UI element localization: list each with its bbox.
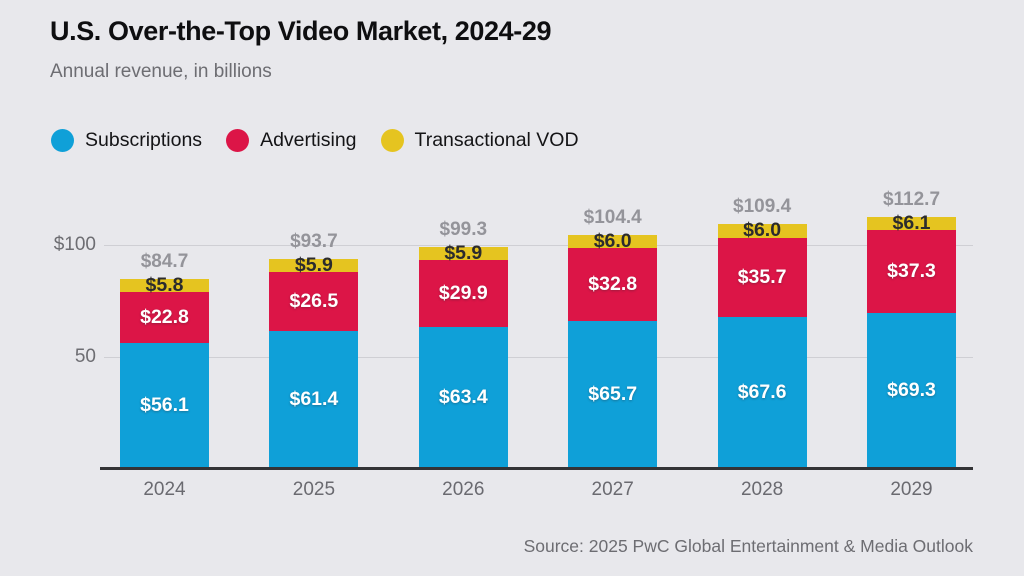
page-title: U.S. Over-the-Top Video Market, 2024-29 xyxy=(50,16,552,46)
bar-total-label-2028: $109.4 xyxy=(733,196,792,218)
segment-value-label: $35.7 xyxy=(737,265,787,288)
bar-segment-advertising-2028: $35.7 xyxy=(717,237,807,318)
x-tick-label-2029: 2029 xyxy=(890,479,933,500)
bar-segment-transactional-vod-2029: $6.1 xyxy=(867,211,956,234)
legend-item-label: Transactional VOD xyxy=(414,129,579,151)
x-tick-label-2027: 2027 xyxy=(591,479,634,500)
segment-value-label: $5.8 xyxy=(145,273,184,296)
segment-value-label: $22.8 xyxy=(140,305,189,328)
legend: Subscriptions Advertising Transactional VO… xyxy=(51,129,579,152)
x-tick-label-2026: 2026 xyxy=(442,479,485,500)
bar-segment-transactional-vod-2028: $6.0 xyxy=(717,221,807,240)
bar-segment-advertising-2024: $22.8 xyxy=(120,292,209,343)
segment-value-label: $6.0 xyxy=(743,219,782,242)
bar-segment-advertising-2029: $37.3 xyxy=(867,230,956,314)
bar-segment-subscriptions-2028: $67.6 xyxy=(717,317,807,468)
legend-dot-icon xyxy=(380,129,404,152)
legend-dot-icon xyxy=(51,129,74,152)
segment-value-label: $63.4 xyxy=(438,385,488,408)
segment-value-label: $61.4 xyxy=(289,387,339,410)
bar-total-label-2027: $104.4 xyxy=(583,206,642,228)
gridline-50 xyxy=(104,356,973,358)
segment-value-label: $5.9 xyxy=(294,253,333,276)
x-tick-label-2028: 2028 xyxy=(740,479,784,500)
segment-value-label: $69.3 xyxy=(887,378,936,401)
bar-segment-transactional-vod-2027: $6.0 xyxy=(568,231,658,250)
segment-value-label: $56.1 xyxy=(140,393,189,416)
segment-value-label: $26.5 xyxy=(289,289,339,312)
bar-segment-advertising-2027: $32.8 xyxy=(568,248,658,322)
x-tick-label-2025: 2025 xyxy=(292,479,336,500)
bar-segment-advertising-2025: $26.5 xyxy=(269,271,359,332)
y-tick-label-50: 50 xyxy=(74,345,96,367)
bar-total-label-2024: $84.7 xyxy=(140,251,189,273)
bar-segment-advertising-2026: $29.9 xyxy=(418,259,508,327)
bar-total-label-2025: $93.7 xyxy=(290,230,338,252)
x-tick-label-2024: 2024 xyxy=(143,479,186,500)
bar-segment-subscriptions-2026: $63.4 xyxy=(418,326,508,468)
bar-total-label-2026: $99.3 xyxy=(439,218,488,240)
bar-segment-transactional-vod-2024: $5.8 xyxy=(120,275,209,294)
segment-value-label: $32.8 xyxy=(588,273,638,296)
bar-segment-subscriptions-2024: $56.1 xyxy=(120,342,209,468)
bar-segment-subscriptions-2025: $61.4 xyxy=(269,331,359,468)
page-subtitle: Annual revenue, in billions xyxy=(50,61,272,82)
segment-value-label: $67.6 xyxy=(737,380,787,403)
segment-value-label: $6.0 xyxy=(593,229,632,252)
legend-dot-icon xyxy=(226,129,250,152)
bar-segment-subscriptions-2029: $69.3 xyxy=(867,313,956,468)
source-note: Source: 2025 PwC Global Entertainment & … xyxy=(523,536,973,556)
bar-total-label-2029: $112.7 xyxy=(882,188,941,210)
gridline-100 xyxy=(104,245,973,246)
bar-segment-subscriptions-2027: $65.7 xyxy=(568,321,658,468)
y-tick-label-100: $100 xyxy=(53,234,96,255)
legend-item-advertising: Advertising xyxy=(226,129,357,152)
segment-value-label: $37.3 xyxy=(887,260,936,283)
segment-value-label: $5.9 xyxy=(444,241,483,264)
x-axis-line xyxy=(100,467,973,470)
bar-segment-transactional-vod-2025: $5.9 xyxy=(269,255,359,274)
segment-value-label: $65.7 xyxy=(588,382,638,405)
bar-segment-transactional-vod-2026: $5.9 xyxy=(418,243,508,262)
segment-value-label: $6.1 xyxy=(892,211,931,234)
legend-item-label: Subscriptions xyxy=(85,129,203,151)
legend-item-label: Advertising xyxy=(260,129,357,151)
legend-item-transactional-vod: Transactional VOD xyxy=(380,129,579,152)
legend-item-subscriptions: Subscriptions xyxy=(51,129,202,152)
segment-value-label: $29.9 xyxy=(438,281,488,304)
